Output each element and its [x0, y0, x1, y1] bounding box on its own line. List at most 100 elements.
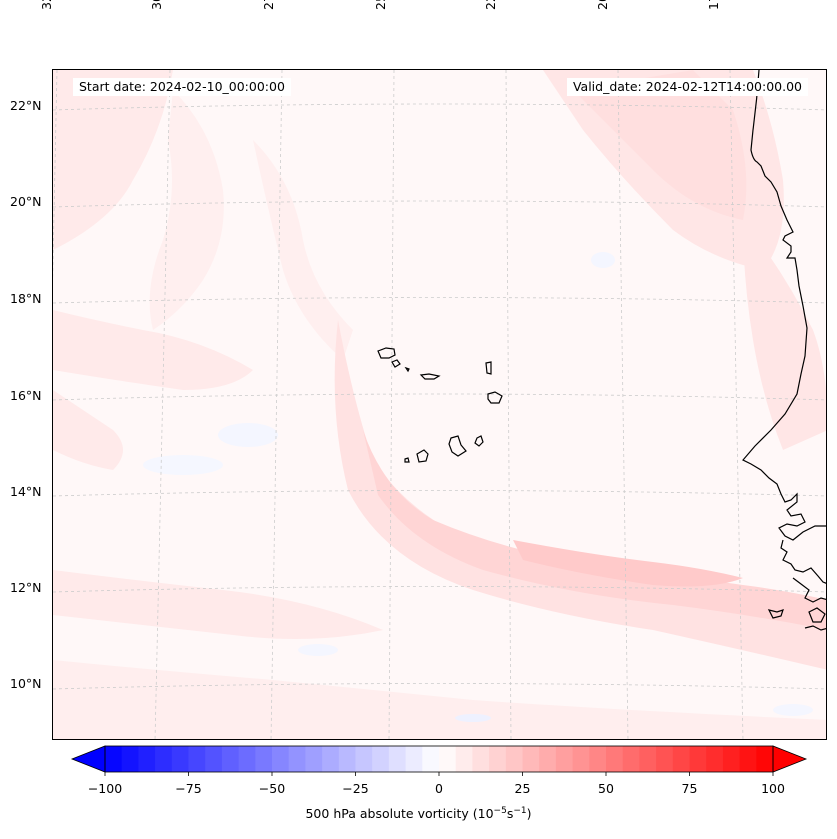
- colorbar-tick-label: −100: [87, 781, 123, 796]
- colorbar-bin: [606, 746, 624, 772]
- colorbar-tick-marks: [104, 772, 774, 776]
- vorticity-patch: [253, 140, 353, 360]
- colorbar-bin: [305, 746, 323, 772]
- lon-label-25w: 25°W: [373, 0, 388, 10]
- colorbar-bin: [555, 746, 574, 772]
- colorbar-tick-label: 25: [514, 781, 531, 796]
- gridline-lon-22.5: [505, 70, 512, 739]
- colorbar-bin: [338, 746, 356, 772]
- negative-vorticity-patch: [591, 252, 615, 268]
- colorbar-bin: [539, 746, 557, 772]
- lon-label-32.5w: 32.5°W: [39, 0, 54, 10]
- colorbar-bin: [439, 746, 457, 772]
- colorbar-bin: [288, 746, 306, 772]
- colorbar-tick-label: −50: [258, 781, 286, 796]
- vorticity-patch: [53, 70, 173, 250]
- lon-label-20w: 20°W: [595, 0, 610, 10]
- gridline-lon-30: [154, 70, 171, 739]
- negative-vorticity-patch: [773, 704, 813, 716]
- colorbar-bin: [739, 746, 757, 772]
- colorbar-bin: [639, 746, 657, 772]
- coastline-bijagos: [767, 609, 784, 619]
- colorbar-bin: [706, 746, 724, 772]
- vorticity-map: Start date: 2024-02-10_00:00:00 Valid_da…: [52, 69, 827, 740]
- colorbar-bin: [455, 746, 473, 772]
- negative-vorticity-patch: [143, 455, 223, 475]
- colorbar-bin: [589, 746, 607, 772]
- colorbar-bin: [171, 746, 189, 772]
- colorbar-bin: [372, 746, 390, 772]
- colorbar-bin: [188, 746, 206, 772]
- colorbar-bin: [355, 746, 373, 772]
- vorticity-patch: [53, 570, 383, 639]
- gridline-lat-10: [53, 683, 826, 690]
- island-sao-nicolau: [419, 373, 441, 380]
- island-sal: [485, 361, 492, 375]
- lon-label-22.5w: 22.5°W: [483, 0, 498, 10]
- colorbar-bin: [489, 746, 507, 772]
- colorbar-bin: [121, 746, 139, 772]
- coastline-islet: [808, 607, 826, 623]
- island-santiago: [448, 435, 467, 457]
- graticule: [53, 70, 826, 739]
- vorticity-patch: [573, 70, 747, 220]
- colorbar-bin: [205, 746, 223, 772]
- island-santa-luzia: [404, 366, 410, 373]
- lat-label-14n: 14°N: [10, 484, 42, 499]
- island-fogo: [416, 449, 429, 463]
- colorbar-tick-label: 75: [681, 781, 698, 796]
- lat-label-18n: 18°N: [10, 291, 42, 306]
- colorbar-bin: [722, 746, 741, 772]
- gridline-lat-16: [53, 393, 826, 401]
- vorticity-patch: [53, 660, 826, 739]
- cape-verde-islands: [377, 347, 503, 463]
- colorbar-bin: [388, 746, 407, 772]
- colorbar-tick-label: 100: [761, 781, 785, 796]
- coastline-mauritania-senegal: [742, 70, 826, 541]
- colorbar-bin: [656, 746, 674, 772]
- island-sao-vicente: [391, 359, 401, 368]
- island-boa-vista: [487, 391, 503, 404]
- colorbar-tick-label: 0: [435, 781, 443, 796]
- vorticity-patch: [743, 220, 826, 450]
- vorticity-band-max: [513, 540, 743, 587]
- negative-vorticity-patch: [455, 714, 491, 722]
- lon-label-17.5w: 17.5°W: [706, 0, 721, 10]
- colorbar-bin: [272, 746, 290, 772]
- colorbar-bin: [138, 746, 156, 772]
- coastline-guinea-bissau: [792, 577, 826, 603]
- lat-label-10n: 10°N: [10, 676, 42, 691]
- colorbar-max-extension: [772, 745, 808, 773]
- vorticity-patch: [53, 390, 123, 470]
- gridline-lon-27.5: [270, 70, 283, 739]
- colorbar-bin: [689, 746, 707, 772]
- colorbar-bin: [105, 746, 123, 772]
- colorbar-bin: [422, 746, 440, 772]
- island-maio: [474, 435, 484, 447]
- gridline-lon-25: [388, 70, 395, 739]
- gridline-lat-20: [53, 200, 826, 208]
- colorbar-bin: [622, 746, 640, 772]
- colorbar-bins: [105, 746, 774, 772]
- lon-label-27.5w: 27.5°W: [261, 0, 276, 10]
- colorbar-label: 500 hPa absolute vorticity (10−5s−1): [305, 806, 532, 822]
- vorticity-band-core: [363, 430, 826, 630]
- island-brava: [404, 457, 410, 463]
- colorbar-bin: [472, 746, 490, 772]
- colorbar-min-extension: [70, 745, 106, 773]
- vorticity-band: [334, 320, 826, 670]
- colorbar-tick-label: 50: [598, 781, 614, 796]
- gridline-lat-14: [53, 490, 826, 497]
- colorbar-tick-label: −25: [342, 781, 369, 796]
- colorbar-bin: [322, 746, 340, 772]
- lat-label-22n: 22°N: [10, 98, 42, 113]
- gridline-lon-17.5: [729, 70, 744, 739]
- colorbar: [70, 745, 808, 776]
- colorbar-bin: [405, 746, 423, 772]
- lat-label-12n: 12°N: [10, 580, 42, 595]
- colorbar-bin: [221, 746, 240, 772]
- colorbar-bin: [505, 746, 523, 772]
- colorbar-bin: [572, 746, 590, 772]
- coastline-guinea: [804, 625, 826, 631]
- african-coastline: [742, 70, 826, 631]
